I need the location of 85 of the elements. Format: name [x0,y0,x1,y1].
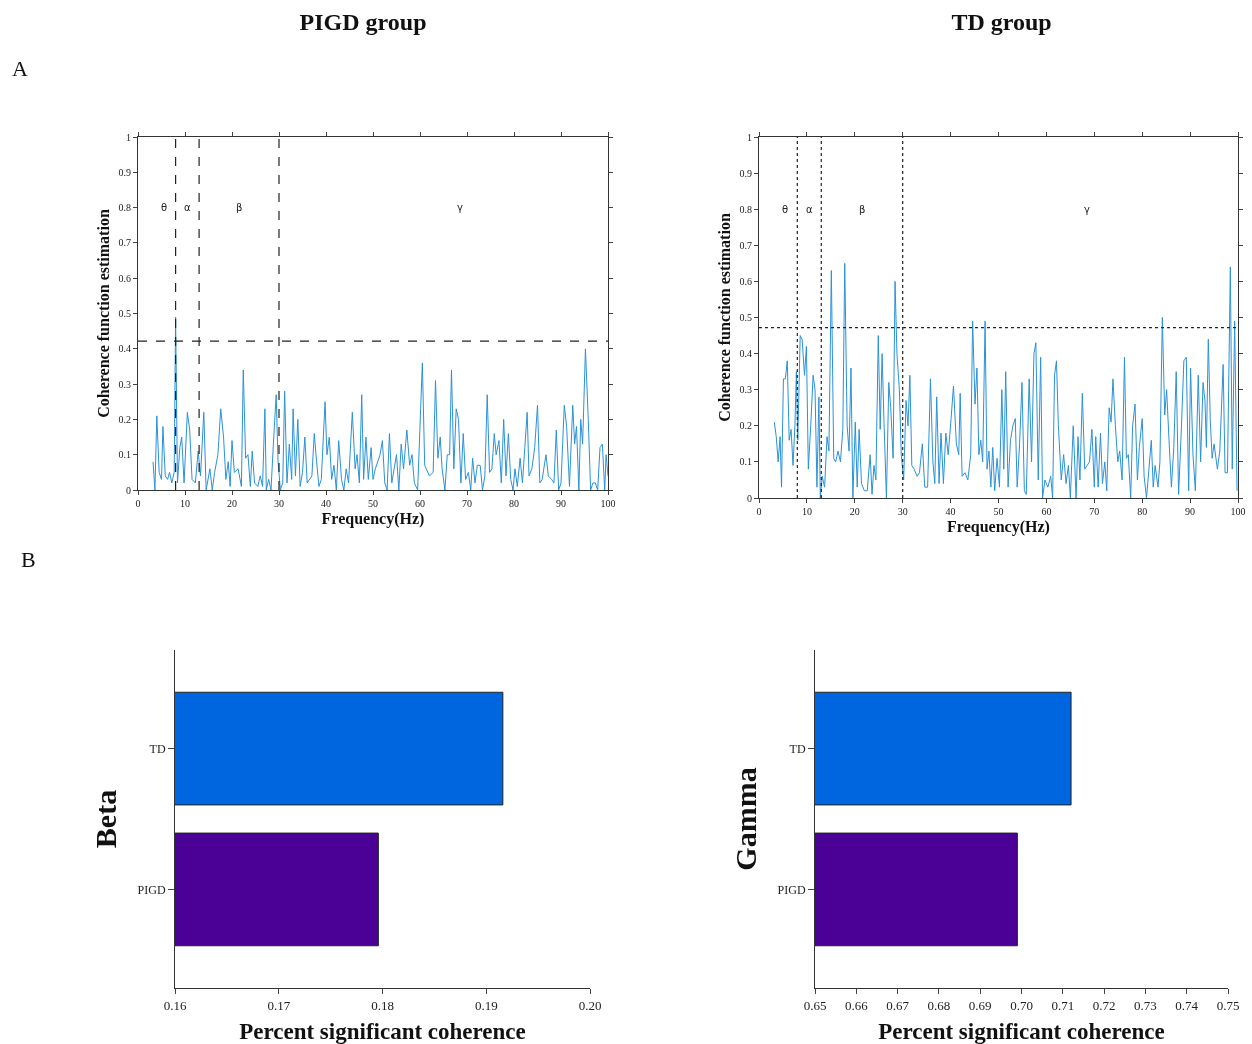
chart-title: TD group [951,9,1052,36]
x-tick-label: 0.71 [1051,997,1075,1013]
y-tick-label: 0 [126,484,131,496]
y-axis-title: Beta [88,789,122,849]
y-axis-title: Coherence function estimation [95,209,113,418]
annotation: θ [161,202,168,213]
x-tick-label: 0.16 [163,997,187,1013]
text: B [21,547,36,572]
y-tick-label: 0.7 [118,237,131,249]
x-tick-label: 10 [180,498,190,509]
x-tick-label: 20 [227,498,237,509]
y-tick-label: 0.9 [118,166,131,178]
x-tick-label: 50 [368,498,378,509]
x-tick-label: 0.66 [844,997,869,1013]
x-tick-label: 70 [1089,506,1100,517]
x-tick-label: 0.73 [1134,997,1157,1013]
x-axis-title: Frequency(Hz) [321,509,425,528]
x-tick-label: 0.75 [1216,997,1240,1013]
x-axis-title: Percent significant coherence [878,1019,1165,1044]
x-tick-label: 0.67 [886,997,910,1013]
y-tick-label: 0.2 [118,413,131,425]
x-tick-label: 60 [1041,506,1052,517]
x-tick-label: 90 [1185,506,1196,517]
x-tick-label: 50 [993,506,1004,517]
y-tick-label: 0.2 [739,420,752,432]
x-tick-label: 0.72 [1092,997,1116,1013]
x-tick-label: 60 [415,498,425,509]
x-tick-label: 0.68 [927,997,951,1013]
y-tick-label: 0.5 [118,308,131,319]
y-tick-label: 0.3 [118,378,131,390]
x-tick-label: 30 [897,506,908,517]
annotation: β [236,202,243,213]
x-tick-label: 20 [849,506,860,517]
y-axis-title: Coherence function estimation [716,213,734,422]
x-tick-label: 0.70 [1010,997,1033,1013]
y-tick-label: 0.4 [118,343,131,355]
x-tick-label: 0.74 [1175,997,1199,1013]
x-axis-title: Frequency(Hz) [947,517,1050,536]
chart-title: PIGD group [299,9,427,36]
y-axis-title: Gamma [728,767,762,871]
annotation: γ [1084,204,1090,215]
x-tick-label: 0 [135,498,141,509]
y-tick-label: PIGD [137,882,166,897]
x-tick-label: 80 [509,498,519,509]
annotation: β [859,204,866,215]
x-tick-label: 0.20 [578,997,602,1013]
y-tick-label: 0.7 [739,239,752,251]
x-tick-label: 10 [801,506,812,517]
y-tick-label: 0.9 [739,167,752,179]
x-tick-label: 0.19 [474,997,498,1013]
x-tick-label: 40 [321,498,331,509]
x-tick-label: 90 [556,498,566,509]
x-tick-label: 40 [945,506,956,517]
y-tick-label: 1 [747,131,752,143]
y-tick-label: 0.6 [118,272,131,284]
y-tick-label: 0.5 [739,312,752,323]
y-tick-label: 0.8 [118,202,131,214]
y-tick-label: 0.8 [739,203,752,215]
x-tick-label: 80 [1137,506,1148,517]
annotation: α [184,202,191,213]
y-tick-label: TD [149,741,166,756]
annotation: θ [782,204,789,215]
x-tick-label: 0 [756,506,762,517]
x-tick-label: 0.18 [371,997,394,1013]
x-tick-label: 0.69 [968,997,992,1013]
y-tick-label: 0.6 [739,275,752,287]
y-tick-label: 0.4 [739,348,752,360]
y-tick-label: PIGD [777,882,806,897]
y-tick-label: 1 [126,131,131,143]
x-tick-label: 70 [462,498,472,509]
x-axis-title: Percent significant coherence [239,1019,526,1044]
y-tick-label: 0.3 [739,384,752,396]
y-tick-label: 0.1 [739,456,752,468]
y-tick-label: 0.1 [118,449,131,461]
annotation: α [806,204,813,215]
line-series [773,262,1238,498]
x-tick-label: 0.17 [267,997,291,1013]
line-series [152,316,608,490]
x-tick-label: 30 [274,498,284,509]
x-tick-label: 100 [600,498,616,509]
text: A [12,56,28,81]
x-tick-label: 100 [1230,506,1246,517]
x-tick-label: 0.65 [803,997,827,1013]
y-tick-label: TD [789,741,806,756]
annotation: γ [457,202,463,213]
